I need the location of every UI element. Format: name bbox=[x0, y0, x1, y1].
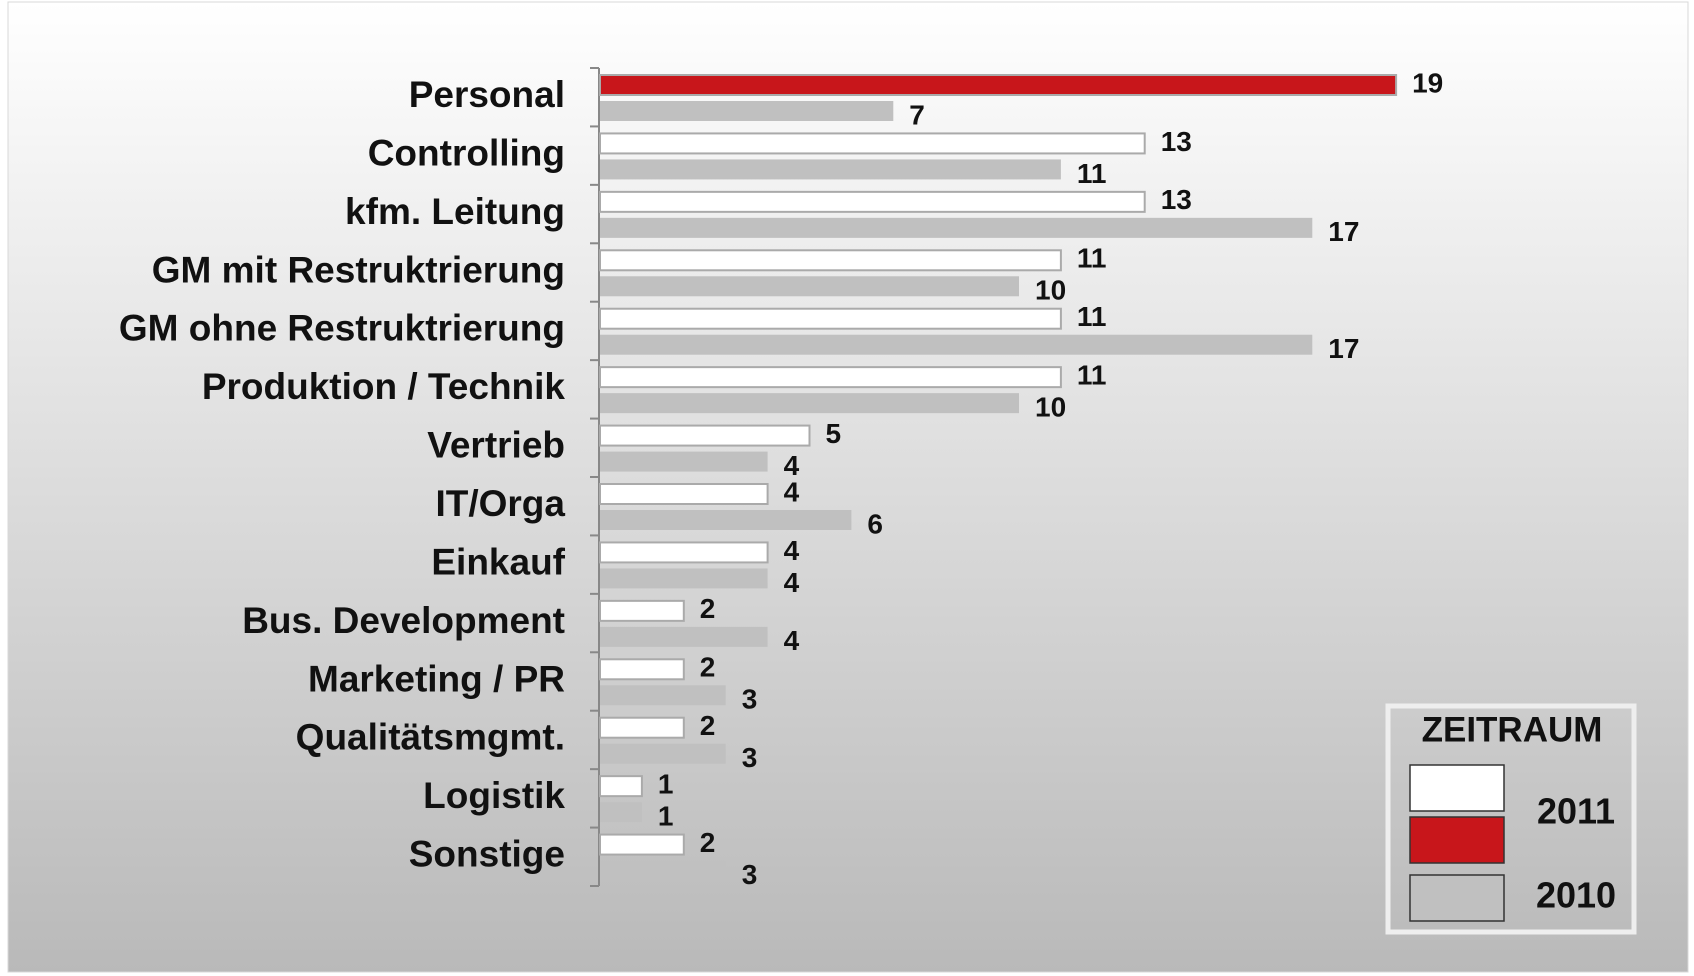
y-tick-label: Einkauf bbox=[431, 541, 565, 582]
bar bbox=[600, 860, 726, 881]
data-label: 4 bbox=[784, 476, 800, 507]
data-label: 11 bbox=[1077, 301, 1107, 332]
data-label: 10 bbox=[1035, 275, 1066, 306]
legend-title: ZEITRAUM bbox=[1422, 710, 1603, 749]
data-label: 4 bbox=[784, 450, 800, 481]
legend-swatch bbox=[1409, 816, 1505, 864]
bar bbox=[600, 451, 768, 472]
bar bbox=[600, 510, 852, 530]
y-tick-label: Sonstige bbox=[409, 834, 565, 875]
data-label: 7 bbox=[909, 99, 925, 130]
y-tick-label: Bus. Development bbox=[242, 600, 565, 641]
bar bbox=[599, 658, 685, 681]
bar bbox=[599, 366, 1062, 389]
data-label: 3 bbox=[742, 684, 758, 715]
bar bbox=[600, 276, 1019, 297]
data-label: 19 bbox=[1412, 67, 1443, 98]
legend-box bbox=[1385, 703, 1637, 935]
bar bbox=[600, 217, 1313, 238]
bar bbox=[599, 716, 685, 739]
bar bbox=[599, 541, 769, 564]
bar bbox=[600, 101, 894, 121]
y-tick-label: Marketing / PR bbox=[308, 658, 565, 699]
data-label: 13 bbox=[1161, 184, 1192, 215]
data-label: 2 bbox=[700, 710, 716, 741]
data-label: 4 bbox=[784, 567, 800, 598]
y-tick-label: GM mit Restruktrierung bbox=[152, 249, 565, 290]
bar bbox=[600, 626, 768, 647]
bar bbox=[599, 424, 811, 447]
legend-swatch bbox=[1409, 874, 1505, 922]
data-label: 3 bbox=[742, 742, 758, 773]
data-label: 13 bbox=[1161, 126, 1192, 157]
data-label: 11 bbox=[1077, 243, 1107, 274]
data-label: 17 bbox=[1328, 333, 1359, 364]
legend-label: 2011 bbox=[1537, 791, 1615, 832]
y-tick-label: IT/Orga bbox=[435, 483, 565, 524]
legend-label: 2010 bbox=[1536, 875, 1616, 916]
y-tick-label: GM ohne Restruktrierung bbox=[119, 308, 565, 349]
bar bbox=[600, 334, 1313, 355]
bar bbox=[599, 74, 1398, 96]
data-label: 2 bbox=[700, 593, 716, 624]
bar bbox=[599, 599, 685, 622]
bar bbox=[600, 685, 726, 706]
data-label: 17 bbox=[1328, 216, 1359, 247]
y-tick-label: Personal bbox=[409, 74, 565, 115]
data-label: 5 bbox=[826, 418, 842, 449]
data-label: 10 bbox=[1035, 392, 1066, 423]
bar bbox=[599, 775, 643, 798]
data-label: 2 bbox=[700, 827, 716, 858]
legend-swatch bbox=[1409, 764, 1505, 812]
bar bbox=[600, 159, 1061, 180]
data-label: 1 bbox=[658, 769, 674, 800]
data-label: 1 bbox=[658, 801, 674, 832]
y-tick-label: Logistik bbox=[423, 775, 565, 816]
bar bbox=[600, 393, 1019, 414]
y-tick-label: Controlling bbox=[368, 132, 565, 173]
y-tick-label: Qualitätsmgmt. bbox=[296, 717, 565, 758]
bar bbox=[600, 802, 642, 823]
bar bbox=[599, 483, 769, 505]
bar bbox=[599, 249, 1062, 272]
bar bbox=[600, 743, 726, 764]
data-label: 6 bbox=[867, 508, 883, 539]
bar bbox=[600, 568, 768, 589]
data-label: 2 bbox=[700, 652, 716, 683]
data-label: 11 bbox=[1077, 360, 1107, 391]
data-label: 3 bbox=[742, 859, 758, 890]
bar bbox=[599, 307, 1062, 330]
bar bbox=[599, 132, 1146, 155]
bar bbox=[599, 833, 685, 856]
data-label: 11 bbox=[1077, 158, 1107, 189]
bar bbox=[599, 190, 1146, 213]
y-tick-label: kfm. Leitung bbox=[345, 191, 565, 232]
data-label: 4 bbox=[784, 625, 800, 656]
y-tick-label: Produktion / Technik bbox=[202, 366, 566, 407]
y-tick-label: Vertrieb bbox=[427, 425, 565, 466]
data-label: 4 bbox=[784, 535, 800, 566]
